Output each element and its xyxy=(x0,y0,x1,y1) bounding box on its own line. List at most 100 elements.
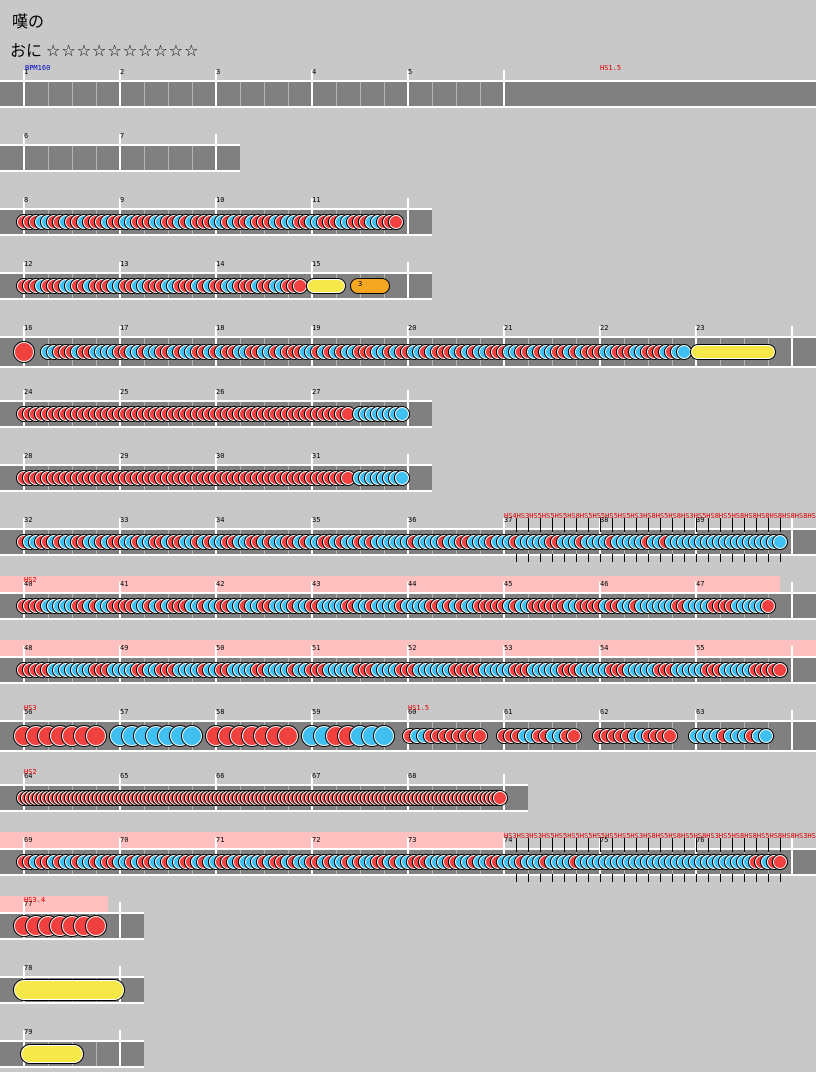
measure-number: 57 xyxy=(120,708,129,716)
event-label: HS1.5 xyxy=(600,64,622,72)
lane-bottom-edge xyxy=(0,874,816,876)
measure-bar-line xyxy=(791,646,793,682)
scroll-change-tick xyxy=(624,838,625,852)
measure-number: 51 xyxy=(312,644,321,652)
measure-number: 58 xyxy=(216,708,225,716)
measure-number: 69 xyxy=(24,836,33,844)
scroll-change-tick xyxy=(744,838,745,852)
measure-number: 6 xyxy=(24,132,29,140)
measure-bar-line xyxy=(791,326,793,366)
measure-bar-line xyxy=(311,70,313,106)
measure-number: 25 xyxy=(120,388,129,396)
balloon-note xyxy=(350,278,390,294)
beat-line xyxy=(48,82,49,106)
measure-number: 40 xyxy=(24,580,33,588)
measure-number: 74 xyxy=(504,836,513,844)
scroll-change-tick xyxy=(564,874,565,882)
scroll-change-tick xyxy=(588,838,589,852)
event-label: HS3.4 xyxy=(24,896,46,904)
measure-number: 34 xyxy=(216,516,225,524)
beat-line xyxy=(264,82,265,106)
measure-number: 52 xyxy=(408,644,417,652)
scroll-change-tick xyxy=(780,554,781,562)
scroll-change-tick xyxy=(528,838,529,852)
scroll-change-tick xyxy=(612,874,613,882)
measure-number: 78 xyxy=(24,964,33,972)
drumroll-note xyxy=(20,1044,84,1064)
scroll-change-tick xyxy=(756,874,757,882)
scroll-change-tick xyxy=(696,838,697,852)
don-note xyxy=(85,915,107,937)
scroll-change-tick xyxy=(588,874,589,882)
lane-top-edge xyxy=(0,976,144,978)
measure-number: 22 xyxy=(600,324,609,332)
measure-bar-line xyxy=(791,582,793,618)
scroll-change-tick xyxy=(768,838,769,852)
lane-bottom-edge xyxy=(0,170,240,172)
measure-number: 73 xyxy=(408,836,417,844)
measure-number: 54 xyxy=(600,644,609,652)
event-label: HS4HS3HS5HS5HS5HS8HS5HS5HS5HS5HS3HS8HS5H… xyxy=(504,512,816,520)
scroll-change-tick xyxy=(720,518,721,532)
scroll-change-tick xyxy=(756,838,757,852)
measure-number: 71 xyxy=(216,836,225,844)
measure-number: 15 xyxy=(312,260,321,268)
scroll-change-tick xyxy=(660,838,661,852)
measure-number: 30 xyxy=(216,452,225,460)
measure-number: 32 xyxy=(24,516,33,524)
don-note xyxy=(472,728,488,744)
scroll-change-tick xyxy=(564,518,565,532)
beat-line xyxy=(144,82,145,106)
scroll-change-tick xyxy=(696,518,697,532)
event-label: BPM160 xyxy=(25,64,51,72)
event-label: HS2 xyxy=(24,576,37,584)
measure-bar-line xyxy=(119,1030,121,1066)
scroll-change-tick xyxy=(552,874,553,882)
measure-number: 19 xyxy=(312,324,321,332)
scroll-change-tick xyxy=(576,874,577,882)
lane-bottom-edge xyxy=(0,618,816,620)
scroll-change-tick xyxy=(660,874,661,882)
scroll-change-tick xyxy=(516,518,517,532)
scroll-change-tick xyxy=(624,518,625,532)
don-note xyxy=(662,728,678,744)
scroll-change-tick xyxy=(624,874,625,882)
beat-line xyxy=(192,82,193,106)
beat-line xyxy=(96,82,97,106)
scroll-change-tick xyxy=(756,518,757,532)
measure-number: 45 xyxy=(504,580,513,588)
beat-line xyxy=(456,82,457,106)
beat-line xyxy=(72,82,73,106)
scroll-change-tick xyxy=(672,518,673,532)
measure-number: 46 xyxy=(600,580,609,588)
scroll-change-tick xyxy=(684,554,685,562)
measure-bar-line xyxy=(791,710,793,750)
difficulty-stars: ☆☆☆☆☆☆☆☆☆☆ xyxy=(46,41,200,60)
measure-number: 24 xyxy=(24,388,33,396)
speed-change-highlight xyxy=(0,832,504,850)
lane-bottom-edge xyxy=(0,554,816,556)
measure-bar-line xyxy=(215,134,217,170)
scroll-change-tick xyxy=(732,874,733,882)
scroll-change-tick xyxy=(780,874,781,882)
measure-bar-line xyxy=(215,70,217,106)
measure-number: 72 xyxy=(312,836,321,844)
scroll-change-tick xyxy=(588,518,589,532)
scroll-change-tick xyxy=(636,554,637,562)
scroll-change-tick xyxy=(600,874,601,882)
beat-line xyxy=(144,146,145,170)
balloon-hit-count: 3 xyxy=(358,280,363,288)
measure-number: 39 xyxy=(696,516,705,524)
scroll-change-tick xyxy=(636,838,637,852)
beat-line xyxy=(72,146,73,170)
lane-bottom-edge xyxy=(0,750,816,752)
scroll-change-tick xyxy=(624,554,625,562)
measure-bar-line xyxy=(791,838,793,874)
measure-number: 35 xyxy=(312,516,321,524)
scroll-change-tick xyxy=(648,518,649,532)
lane-bottom-edge xyxy=(0,234,432,236)
scroll-change-tick xyxy=(744,518,745,532)
measure-number: 49 xyxy=(120,644,129,652)
measure-number: 8 xyxy=(24,196,29,204)
measure-number: 2 xyxy=(120,68,125,76)
